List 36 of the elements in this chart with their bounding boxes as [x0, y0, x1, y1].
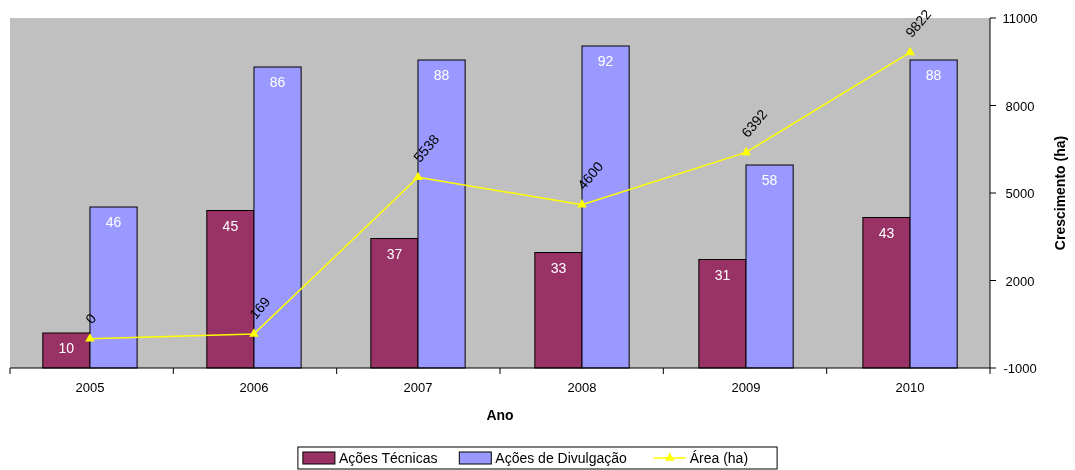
x-tick-label: 2010 — [895, 380, 925, 395]
data-label: 37 — [386, 245, 403, 262]
point — [741, 146, 751, 156]
data-label: 10 — [58, 340, 75, 356]
y2-tick-label: 11000 — [1002, 11, 1038, 26]
data-label: 169 — [246, 293, 274, 322]
data-label: 86 — [269, 74, 286, 90]
data-label: 46 — [105, 214, 122, 230]
x-tick-label: 2005 — [75, 380, 105, 395]
data-label: 88 — [925, 67, 942, 83]
data-label: 0 — [82, 310, 100, 327]
y2-axis-title: Crescimento (ha) — [1052, 135, 1068, 251]
data-label: 43 — [878, 224, 895, 241]
legend-label: Área (ha) — [689, 450, 749, 466]
data-label: 45 — [222, 217, 239, 234]
x-tick-label: 2008 — [567, 380, 597, 395]
x-tick-label: 2007 — [403, 380, 433, 395]
y2-tick-label: 5000 — [1005, 186, 1035, 201]
y2-tick-label: 8000 — [1005, 98, 1035, 114]
x-axis-title: Ano — [486, 407, 514, 423]
y2-tick-label: 2000 — [1005, 273, 1035, 289]
y2-tick-label: -1000 — [1003, 361, 1037, 376]
data-label: 33 — [550, 259, 567, 276]
point — [905, 46, 915, 56]
point — [249, 328, 259, 337]
point — [577, 199, 587, 208]
data-label: 88 — [433, 67, 450, 83]
point — [85, 333, 95, 342]
data-label: 31 — [714, 266, 731, 283]
legend-label: Ações de Divulgação — [495, 450, 628, 466]
data-label: 92 — [597, 53, 614, 69]
x-tick-label: 2009 — [731, 380, 761, 395]
legend-label: Ações Técnicas — [338, 450, 438, 466]
data-label: 58 — [761, 172, 778, 188]
point — [413, 171, 423, 181]
x-tick-label: 2006 — [239, 380, 269, 395]
